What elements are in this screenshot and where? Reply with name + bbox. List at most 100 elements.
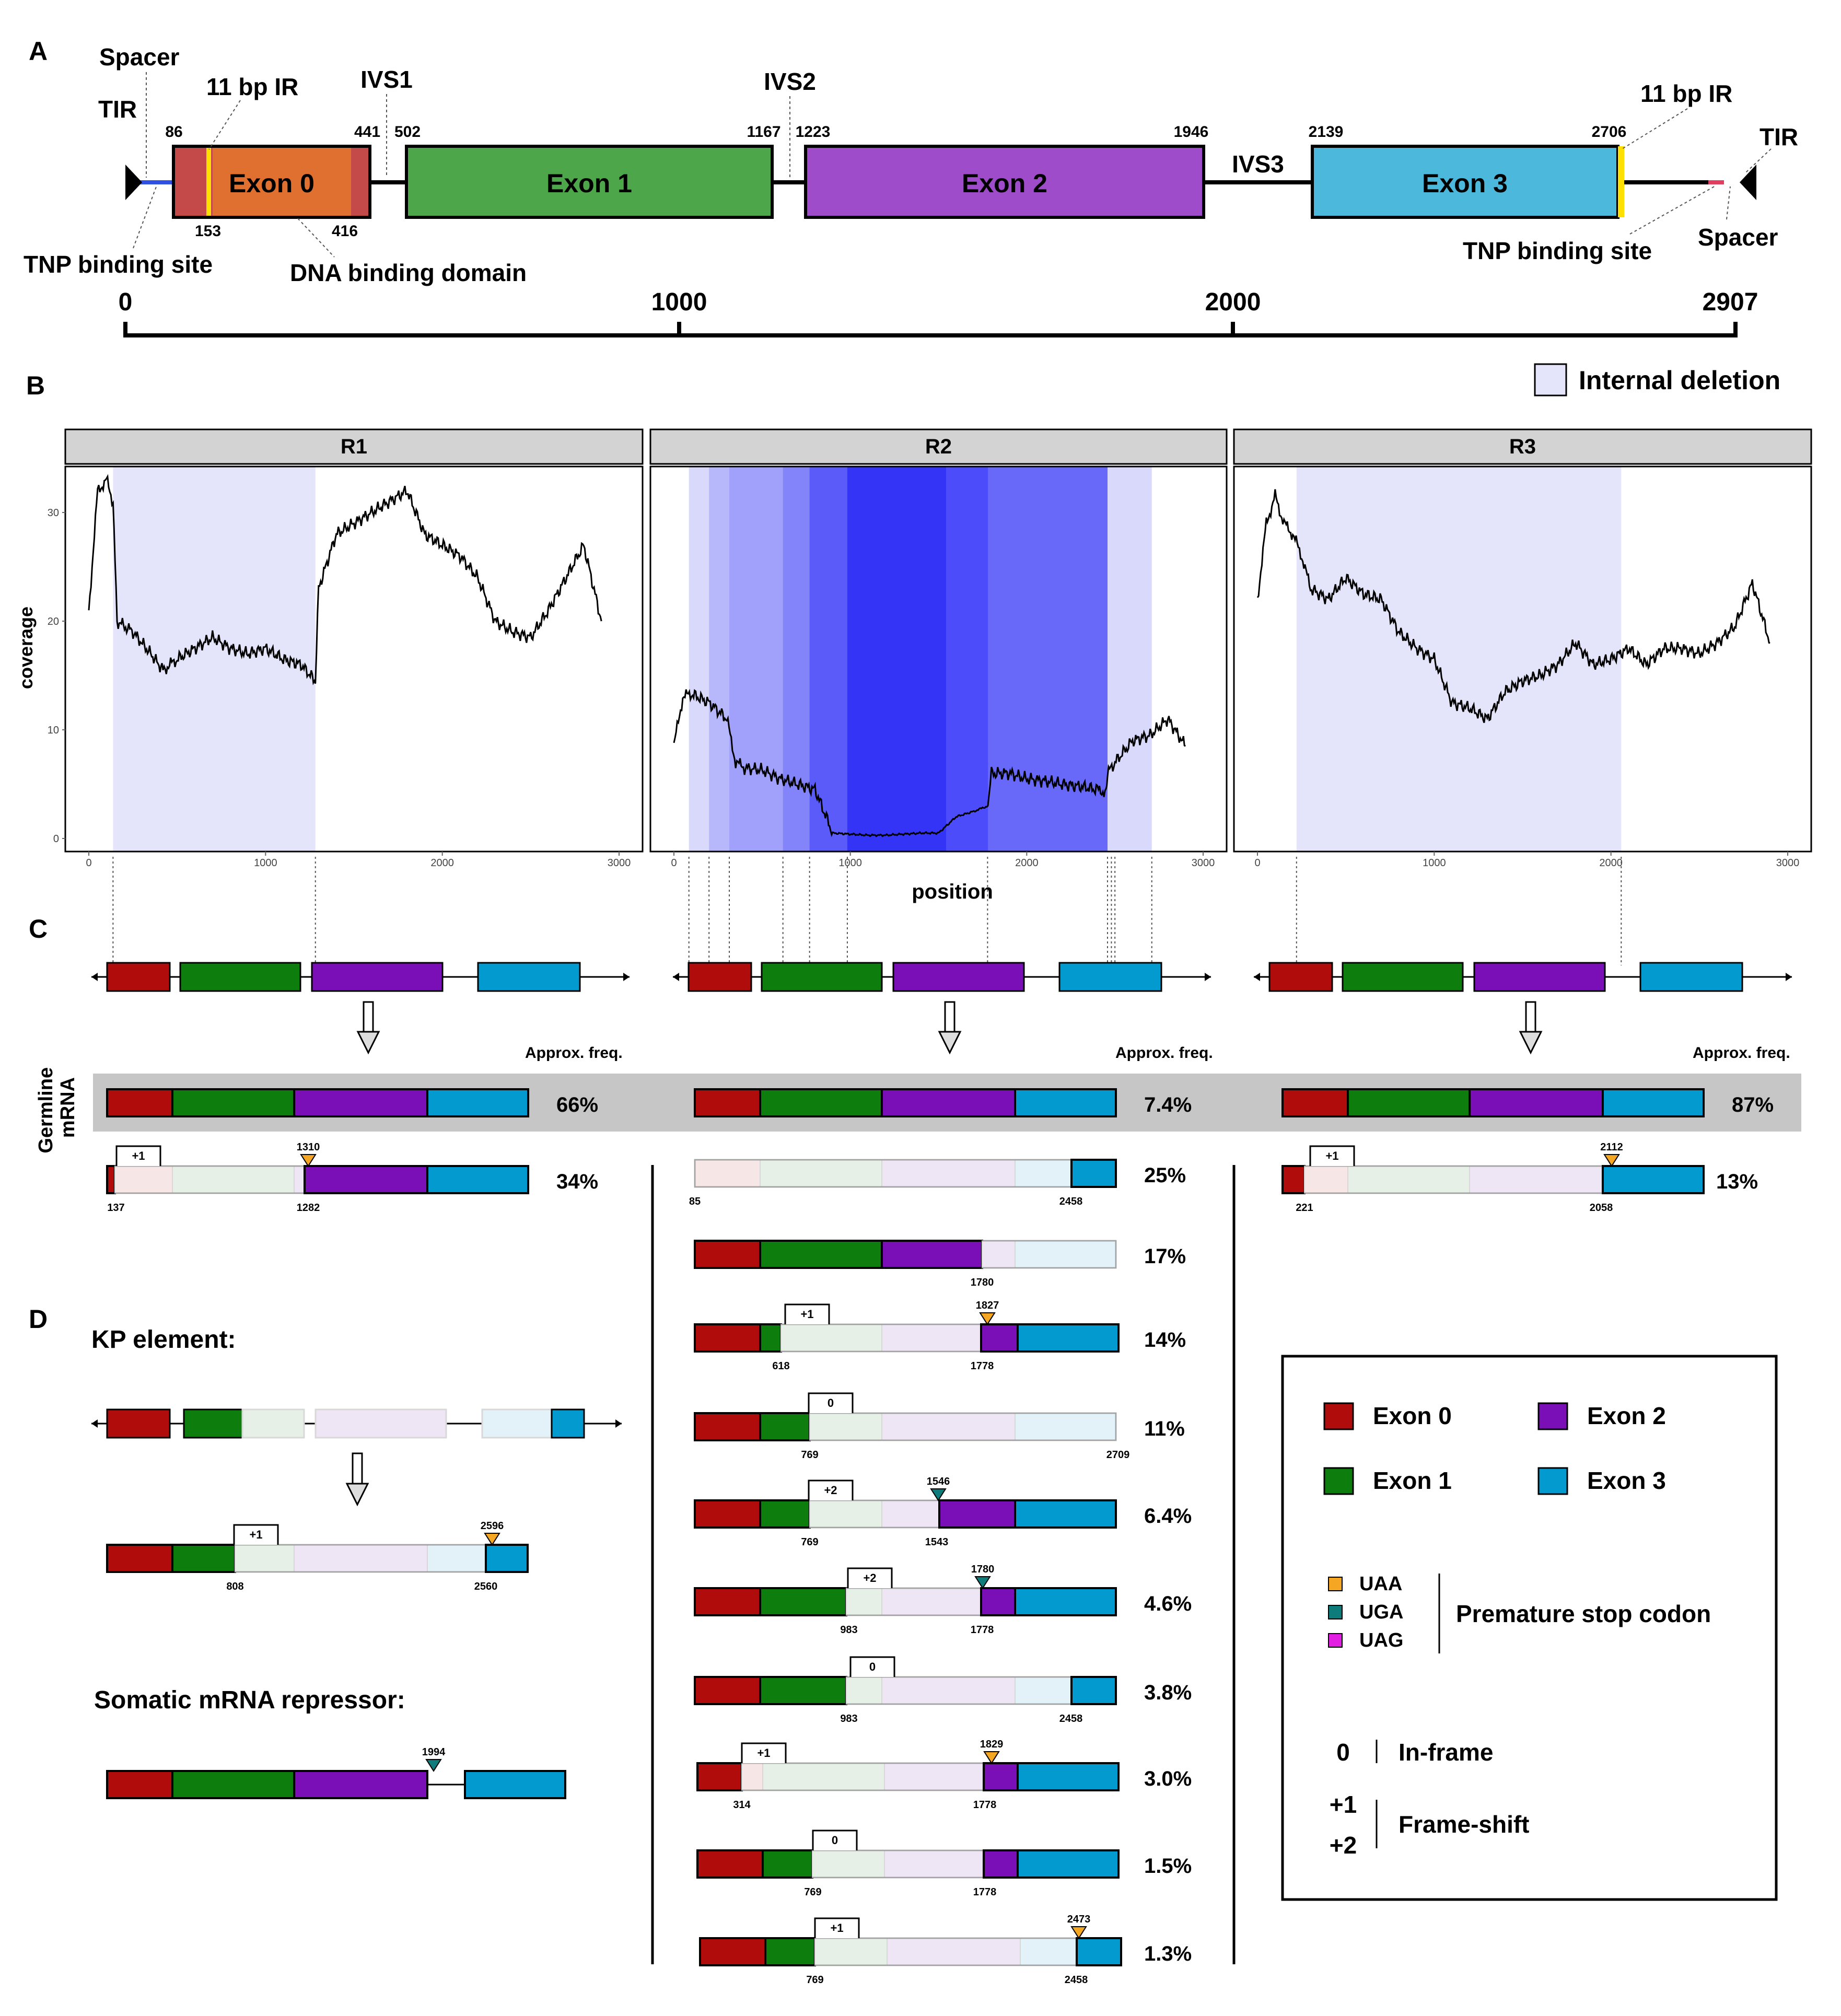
deletion-shade-r3 — [1296, 467, 1622, 852]
germline-r1-seg-0 — [106, 1088, 173, 1117]
r2-variant-10-stop-label: 2473 — [1067, 1914, 1091, 1925]
r2-variant-6-frame-label: +2 — [863, 1571, 876, 1584]
r2-variant-6-freq: 4.6% — [1144, 1592, 1192, 1615]
germline-r1-seg-1 — [171, 1088, 295, 1117]
a-exon3-label: Exon 3 — [1422, 169, 1508, 198]
coord-441: 441 — [354, 123, 380, 141]
tnp-right-label: TNP binding site — [1463, 237, 1652, 264]
r2-variant-1-seg-3 — [1015, 1159, 1072, 1187]
ir-right-leader — [1622, 108, 1688, 149]
r2-variant-5-left-coord: 769 — [801, 1536, 818, 1548]
r1-variant-seg-4 — [304, 1165, 428, 1194]
tnp-left-leader — [133, 185, 157, 249]
x-tick-label-r1-3000: 3000 — [608, 857, 631, 869]
facet-title-r3: R3 — [1509, 435, 1536, 458]
r1-genome-tir-right-icon — [623, 973, 630, 981]
x-tick-label-r1-2000: 2000 — [430, 857, 454, 869]
repressor-exons-seg-1 — [171, 1770, 295, 1799]
r2-variant-6-seg-2 — [846, 1588, 882, 1616]
coord-86: 86 — [165, 123, 182, 141]
a-exon0-right-end — [351, 148, 368, 216]
r3-genome — [1254, 962, 1792, 992]
x-tick-label-r3-3000: 3000 — [1776, 857, 1800, 869]
r2-variant-6-stop-label: 1780 — [971, 1564, 995, 1575]
legend-stop-label: Premature stop codon — [1456, 1600, 1711, 1627]
approx-freq-label-2: Approx. freq. — [1693, 1044, 1790, 1062]
r2-variant-10 — [699, 1937, 1122, 1966]
legend-uag-swatch — [1328, 1633, 1343, 1648]
r1-variant-stop-label: 1310 — [297, 1141, 320, 1153]
kp-transcript-seg-2 — [235, 1544, 295, 1572]
germline-freq-r3: 87% — [1732, 1093, 1774, 1116]
repressor-title: Somatic mRNA repressor: — [94, 1686, 405, 1714]
r3-variant-stop-label: 2112 — [1600, 1141, 1623, 1153]
a-exon0-label: Exon 0 — [229, 169, 314, 198]
r2-variant-4-frame-box — [808, 1392, 854, 1413]
ir-left-leader — [208, 100, 241, 150]
r2-variant-3-frame-box — [784, 1303, 830, 1324]
r2-variant-6-seg-1 — [759, 1587, 847, 1616]
germline-r1-seg-2 — [293, 1088, 428, 1117]
r2-variant-4-seg-0 — [694, 1412, 761, 1441]
legend-exon3-label: Exon 3 — [1587, 1467, 1666, 1494]
r2-variant-6-right-coord: 1778 — [971, 1624, 994, 1636]
r3-genome-tir-left-icon — [1254, 973, 1260, 981]
germline-r1-outline — [106, 1088, 529, 1117]
r2-variant-8-frame-box — [741, 1742, 787, 1763]
r2-variant-10-frame-label: +1 — [830, 1921, 843, 1935]
r2-variant-10-stop-icon — [1070, 1926, 1087, 1939]
r2-variant-5-seg-0 — [694, 1499, 761, 1529]
r2-variant-6-seg-3 — [881, 1588, 982, 1616]
r2-variant-7-seg-4 — [1015, 1676, 1072, 1705]
r1-genome-exon0 — [106, 962, 171, 992]
r1-variant-frame-label: +1 — [132, 1149, 145, 1162]
dna-binding-leader — [297, 218, 335, 258]
r2-variant-6 — [694, 1587, 1117, 1616]
legend-uag-label: UAG — [1359, 1629, 1403, 1651]
germline-label: Germline mRNA — [35, 1062, 79, 1153]
r2-variant-8-stop-icon — [983, 1751, 1000, 1764]
r2-variant-2 — [694, 1240, 1117, 1269]
kp-genome — [91, 1408, 622, 1439]
r2-genome-tir-left-icon — [673, 973, 679, 981]
deletion-shade-r1 — [113, 467, 316, 852]
r2-variant-5-right-coord: 1543 — [925, 1536, 949, 1548]
transcripts: Approx. freq. Approx. freq. Approx. freq. 6… — [91, 962, 1792, 1986]
a-exon2-label: Exon 2 — [962, 169, 1047, 198]
kp-stop-icon — [484, 1533, 500, 1546]
r2-variant-10-frame-box — [814, 1917, 860, 1938]
germline-freq-r2: 7.4% — [1144, 1093, 1192, 1116]
coord-1946: 1946 — [1174, 123, 1209, 141]
panel-b: B Internal deletion coverage position R1… — [15, 363, 1812, 903]
r2-variant-8-stop-label: 1829 — [980, 1739, 1004, 1750]
scale-label-2000: 2000 — [1205, 288, 1261, 316]
scale-label-0: 0 — [119, 288, 133, 316]
tnp-left-label: TNP binding site — [24, 251, 213, 278]
r2-variant-3-seg-2 — [780, 1324, 882, 1352]
y-tick-label-10: 10 — [48, 725, 59, 736]
r3-arrow — [1519, 1001, 1543, 1055]
r2-genome-exon1 — [761, 962, 883, 992]
deletion-connectors — [112, 857, 1622, 965]
r2-variant-1-seg-0 — [694, 1159, 761, 1187]
r3-genome-exon1 — [1342, 962, 1464, 992]
repressor-exons-seg-0 — [106, 1770, 173, 1799]
r2-variant-9-seg-1 — [762, 1849, 813, 1879]
repressor-exon3 — [464, 1770, 566, 1799]
r2-variant-6-seg-5 — [1014, 1587, 1117, 1616]
r2-variant-4-seg-1 — [759, 1412, 811, 1441]
legend-exon0-label: Exon 0 — [1373, 1402, 1452, 1429]
panel-a: A Exon 0 Exon 1 Exon 2 Exon 3 86 153 416… — [24, 37, 1798, 337]
r2-genome-exon0 — [688, 962, 752, 992]
legend-box — [1281, 1355, 1778, 1901]
r2-variant-3-frame-label: +1 — [800, 1308, 813, 1321]
r2-variant-3-seg-5 — [1017, 1323, 1120, 1353]
r2-variant-6-seg-4 — [980, 1587, 1016, 1616]
x-tick-label-r3-1000: 1000 — [1423, 857, 1446, 869]
coord-1223: 1223 — [796, 123, 831, 141]
r3-genome-exon3 — [1639, 962, 1743, 992]
legend-exon2-label: Exon 2 — [1587, 1402, 1666, 1429]
germline-r3-seg-2 — [1469, 1088, 1604, 1117]
facet-strip-r3 — [1233, 428, 1812, 465]
r2-variant-2-outline — [694, 1240, 1117, 1269]
